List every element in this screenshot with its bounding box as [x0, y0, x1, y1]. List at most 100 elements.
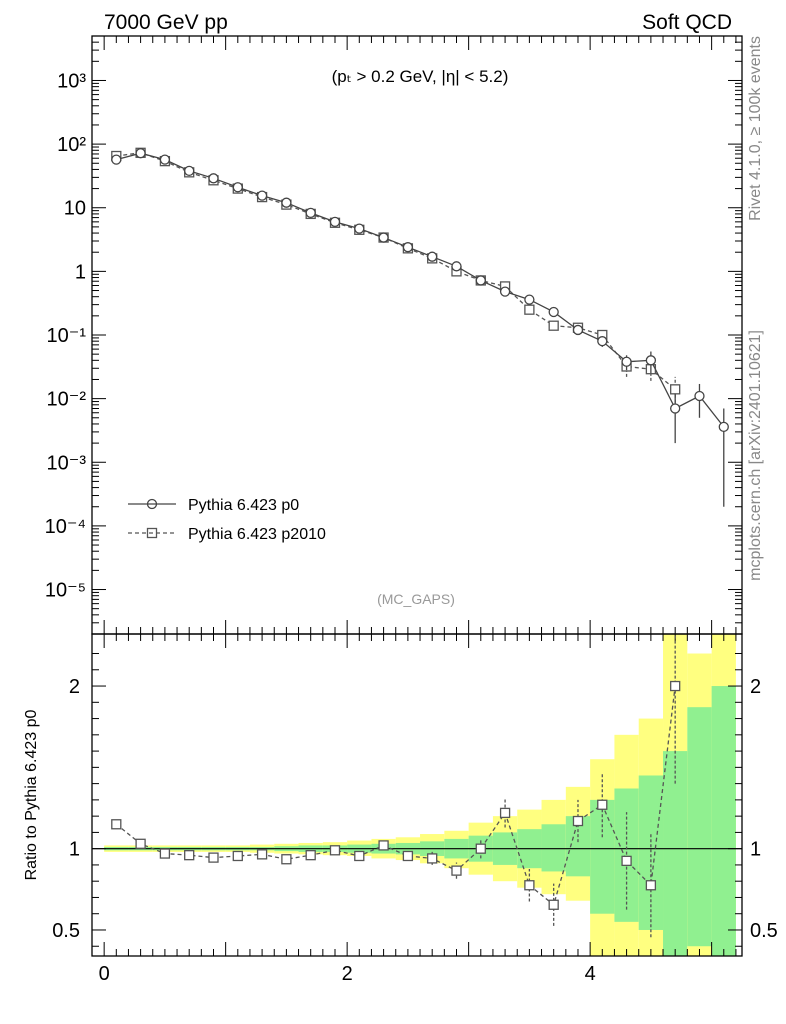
- header-right: Soft QCD: [642, 11, 732, 34]
- header-left: 7000 GeV pp: [104, 11, 228, 34]
- ratio-y-tick-label-right: 2: [750, 676, 761, 698]
- p0-point: [694, 390, 705, 402]
- p0-point: [232, 182, 243, 193]
- band-green: [711, 686, 736, 956]
- ratio-p2010-point: [256, 849, 268, 860]
- ratio-p2010-point: [305, 850, 316, 861]
- y-tick-label: 10: [64, 198, 86, 220]
- p0-point: [354, 223, 365, 234]
- y-tick-label: 1: [75, 261, 86, 283]
- ratio-p2010-point: [548, 899, 559, 910]
- p0-point: [184, 165, 195, 176]
- p0-point: [524, 294, 535, 305]
- ratio-p2010-point: [597, 799, 608, 810]
- p0-point: [135, 148, 146, 159]
- p0-point: [305, 207, 316, 219]
- ratio-p2010-point: [208, 852, 219, 863]
- legend-label-p2010: Pythia 6.423 p2010: [188, 526, 326, 543]
- cuts-annotation: (pₜ > 0.2 GeV, |η| < 5.2): [332, 67, 509, 86]
- legend-entry-p0: Pythia 6.423 p0: [128, 497, 299, 514]
- ratio-p2010-point: [621, 855, 632, 867]
- ratio-p2010-point: [524, 880, 535, 891]
- p0-point: [378, 232, 389, 243]
- mcplots-label: mcplots.cern.ch [arXiv:2401.10621]: [747, 330, 764, 581]
- ratio-p2010-point: [451, 865, 462, 876]
- x-tick-label: 2: [342, 963, 353, 985]
- p2010-point: [524, 304, 535, 315]
- ratio-y-tick-label: 1: [69, 839, 80, 861]
- p0-point: [208, 173, 219, 184]
- legend: Pythia 6.423 p0 Pythia 6.423 p2010: [128, 497, 326, 543]
- y-tick-label: 10²: [57, 134, 86, 156]
- band-green: [663, 751, 688, 956]
- p0-point: [281, 197, 292, 208]
- y-tick-label: 10⁻⁴: [45, 516, 86, 538]
- main-panel-frame: 10³ 10² 10 1 10⁻¹ 10⁻² 10⁻³ 10⁻⁴ 10⁻⁵: [45, 35, 743, 635]
- ratio-p2010-point: [378, 840, 389, 851]
- p0-point: [499, 286, 511, 297]
- p0-point: [572, 324, 584, 336]
- ratio-p2010-point: [499, 807, 511, 819]
- y-tick-label: 10⁻¹: [47, 325, 87, 347]
- x-tick-label: 0: [99, 963, 110, 985]
- legend-marker-p2010: [146, 527, 158, 539]
- rivet-label: Rivet 4.1.0, ≥ 100k events: [747, 36, 764, 221]
- p0-point: [329, 216, 341, 228]
- y-tick-label: 10³: [57, 70, 86, 92]
- ratio-uncertainty-bands: [104, 634, 736, 956]
- legend-label-p0: Pythia 6.423 p0: [188, 497, 299, 514]
- ratio-panel-frame: 0 2 4 0.5 0.5 1 1 2 2: [52, 633, 778, 985]
- legend-entry-p2010: Pythia 6.423 p2010: [128, 526, 326, 543]
- ratio-plot-border: [91, 633, 743, 957]
- p0-line: [116, 152, 725, 428]
- p0-point: [475, 275, 486, 286]
- x-tick-label: 4: [585, 963, 596, 985]
- ratio-p2010-point: [232, 850, 243, 862]
- p0-point: [427, 251, 438, 262]
- p0-point: [451, 261, 462, 272]
- ratio-y-tick-label: 0.5: [52, 920, 80, 942]
- p2010-line: [116, 152, 676, 390]
- ratio-p2010-point: [572, 815, 584, 827]
- y-tick-label: 10⁻⁵: [45, 580, 86, 602]
- ratio-p2010-point: [475, 843, 486, 854]
- series-layer: [111, 147, 729, 938]
- legend-marker-p0: [146, 498, 158, 510]
- p0-point: [548, 306, 559, 318]
- ratio-p2010-point: [111, 819, 122, 830]
- p0-point: [256, 190, 268, 201]
- p0-point: [718, 421, 729, 433]
- band-green: [541, 824, 566, 872]
- p0-point: [645, 355, 657, 366]
- ratio-p2010-point: [645, 880, 657, 891]
- band-green: [687, 707, 712, 947]
- band-green: [590, 799, 615, 914]
- band-green: [638, 775, 664, 930]
- p0-point: [621, 356, 632, 367]
- ratio-y-tick-label-right: 0.5: [750, 920, 778, 942]
- ratio-p2010-point: [402, 850, 414, 862]
- p2010-point: [670, 384, 681, 395]
- y-tick-label: 10⁻³: [47, 452, 87, 474]
- p0-point: [597, 336, 608, 347]
- ratio-p2010-point: [184, 850, 195, 861]
- ratio-p2010-point: [281, 854, 292, 865]
- p0-point: [159, 154, 171, 165]
- ratio-p2010-point: [427, 853, 438, 864]
- p2010-point: [548, 320, 559, 331]
- ratio-p2010-point: [354, 850, 365, 862]
- p0-point: [402, 242, 414, 253]
- ratio-p2010-point: [159, 848, 171, 859]
- ratio-p2010-point: [135, 838, 146, 849]
- ratio-p2010-point: [329, 845, 341, 856]
- p0-point: [670, 403, 681, 414]
- ratio-y-tick-label: 2: [69, 676, 80, 698]
- ratio-y-tick-label-right: 1: [750, 839, 761, 861]
- p0-point: [111, 154, 122, 165]
- ratio-p2010-point: [670, 680, 681, 692]
- analysis-annotation: (MC_GAPS): [377, 591, 455, 607]
- main-plot-border: [91, 35, 743, 635]
- y-tick-label: 10⁻²: [47, 389, 87, 411]
- ratio-ylabel: Ratio to Pythia 6.423 p0: [23, 710, 40, 881]
